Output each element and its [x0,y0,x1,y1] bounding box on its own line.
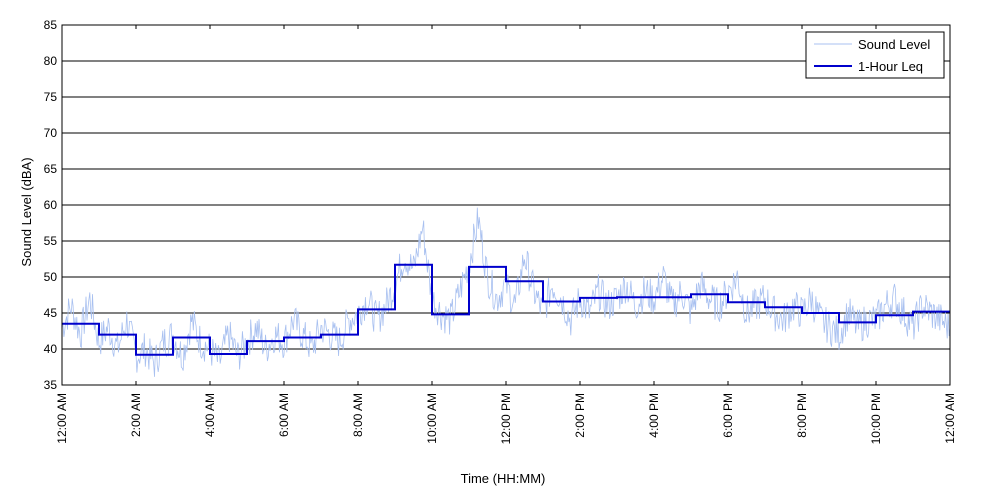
x-tick-label: 8:00 AM [351,393,365,437]
legend-box [805,31,945,79]
legend: Sound Level 1-Hour Leq [805,31,945,79]
legend-label-leq: 1-Hour Leq [858,59,923,74]
x-tick-label: 2:00 AM [129,393,143,437]
x-tick-label: 12:00 AM [943,393,957,444]
y-tick-label: 35 [44,378,58,392]
x-axis-title: Time (HH:MM) [461,471,546,486]
leq-series [62,263,950,356]
y-tick-label: 75 [44,90,58,104]
y-tick-label: 70 [44,126,58,140]
y-axis: 35 40 45 50 55 60 65 70 75 80 85 [44,18,950,392]
y-tick-label: 40 [44,342,58,356]
x-tick-label: 2:00 PM [573,393,587,438]
y-tick-label: 60 [44,198,58,212]
x-tick-label: 4:00 AM [203,393,217,437]
x-tick-label: 10:00 PM [869,393,883,444]
y-tick-label: 55 [44,234,58,248]
y-tick-label: 80 [44,54,58,68]
x-tick-label: 6:00 AM [277,393,291,437]
x-tick-label: 8:00 PM [795,393,809,438]
y-tick-label: 65 [44,162,58,176]
x-tick-label: 4:00 PM [647,393,661,438]
y-tick-label: 45 [44,306,58,320]
y-tick-label: 85 [44,18,58,32]
x-tick-label: 6:00 PM [721,393,735,438]
x-tick-label: 10:00 AM [425,393,439,444]
y-axis-title: Sound Level (dBA) [19,157,34,266]
x-tick-label: 12:00 AM [55,393,69,444]
y-tick-label: 50 [44,270,58,284]
leq-step-line [62,263,950,356]
x-axis: 12:00 AM 2:00 AM 4:00 AM 6:00 AM 8:00 AM 10:0… [55,25,957,444]
x-tick-label: 12:00 PM [499,393,513,444]
legend-label-sound-level: Sound Level [858,37,930,52]
